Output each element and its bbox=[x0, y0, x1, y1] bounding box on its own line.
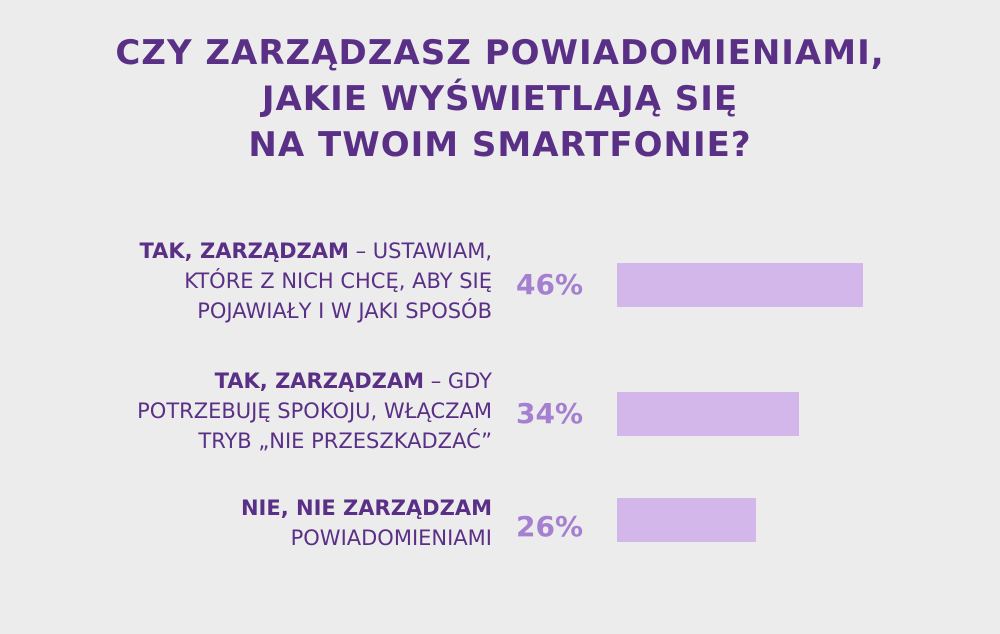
bar-2 bbox=[617, 392, 799, 436]
value-label-3: 26% bbox=[516, 510, 584, 543]
category-label-2-line-2: POTRZEBUJĘ SPOKOJU, WŁĄCZAM bbox=[137, 399, 492, 423]
category-label-1: TAK, ZARZĄDZAM – USTAWIAM, KTÓRE Z NICH … bbox=[139, 236, 492, 326]
chart-title-line-2: JAKIE WYŚWIETLAJĄ SIĘ bbox=[261, 79, 739, 119]
category-label-1-line-2: KTÓRE Z NICH CHCĘ, ABY SIĘ bbox=[184, 269, 492, 293]
bar-1 bbox=[617, 263, 863, 307]
category-label-3-bold: NIE, NIE ZARZĄDZAM bbox=[240, 496, 492, 520]
chart-title-line-3: NA TWOIM SMARTFONIE? bbox=[248, 125, 752, 165]
category-label-1-line-3: POJAWIAŁY I W JAKI SPOSÓB bbox=[197, 299, 492, 323]
chart-title: CZY ZARZĄDZASZ POWIADOMIENIAMI, JAKIE WY… bbox=[0, 30, 1000, 168]
chart-title-line-1: CZY ZARZĄDZASZ POWIADOMIENIAMI, bbox=[115, 33, 885, 73]
category-label-2-line-1: – GDY bbox=[424, 369, 492, 393]
category-label-2: TAK, ZARZĄDZAM – GDY POTRZEBUJĘ SPOKOJU,… bbox=[137, 366, 492, 456]
category-label-2-line-3: TRYB „NIE PRZESZKADZAĆ” bbox=[198, 429, 492, 453]
category-label-1-line-1: – USTAWIAM, bbox=[348, 239, 492, 263]
value-label-1: 46% bbox=[516, 268, 584, 301]
bar-3 bbox=[617, 498, 756, 542]
category-label-3-line-2: POWIADOMIENIAMI bbox=[290, 526, 492, 550]
category-label-1-bold: TAK, ZARZĄDZAM bbox=[139, 239, 349, 263]
category-label-3: NIE, NIE ZARZĄDZAM POWIADOMIENIAMI bbox=[241, 493, 492, 553]
value-label-2: 34% bbox=[516, 397, 584, 430]
category-label-2-bold: TAK, ZARZĄDZAM bbox=[214, 369, 425, 393]
